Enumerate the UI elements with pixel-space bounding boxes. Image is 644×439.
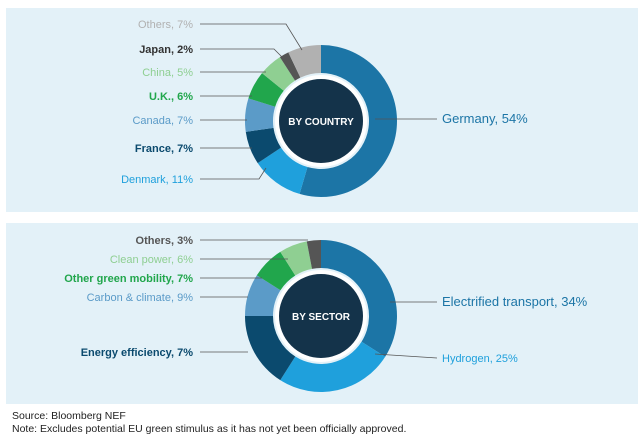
country-slice-1 bbox=[257, 147, 308, 194]
sector-center-circle bbox=[275, 270, 367, 362]
sector-slice-label-0: Electrified transport, 34% bbox=[442, 294, 588, 309]
country-slice-label-1: Denmark, 11% bbox=[121, 174, 193, 186]
sector-slice-label-5: Clean power, 6% bbox=[110, 254, 193, 266]
country-slice-4 bbox=[248, 73, 284, 107]
sector-slice-label-2: Energy efficiency, 7% bbox=[81, 347, 194, 359]
country-slice-label-7: Others, 7% bbox=[138, 19, 193, 31]
sector-slice-5 bbox=[280, 241, 313, 276]
country-slice-7 bbox=[288, 45, 321, 78]
country-slice-2 bbox=[245, 127, 282, 164]
country-slice-3 bbox=[245, 98, 276, 132]
sector-slice-0 bbox=[321, 240, 397, 357]
sector-center-label: BY SECTOR bbox=[292, 312, 351, 323]
country-slice-label-2: France, 7% bbox=[135, 143, 193, 155]
sector-slice-4 bbox=[256, 251, 296, 291]
sector-slice-3 bbox=[245, 275, 281, 316]
source-note: Source: Bloomberg NEF bbox=[12, 410, 126, 422]
sector-slice-label-4: Other green mobility, 7% bbox=[64, 273, 193, 285]
country-slice-label-5: China, 5% bbox=[142, 67, 193, 79]
sector-slice-label-1: Hydrogen, 25% bbox=[442, 353, 518, 365]
country-slice-label-4: U.K., 6% bbox=[149, 91, 193, 103]
sector-leader-line-1 bbox=[374, 353, 438, 359]
country-slice-label-3: Canada, 7% bbox=[132, 115, 193, 127]
country-leader-line-1 bbox=[200, 167, 267, 180]
country-center-circle bbox=[275, 75, 367, 167]
country-leader-line-7 bbox=[200, 23, 303, 51]
sector-slice-2 bbox=[245, 316, 296, 381]
sector-slice-label-3: Carbon & climate, 9% bbox=[87, 292, 194, 304]
country-leader-line-6 bbox=[200, 48, 285, 60]
footnote: Note: Excludes potential EU green stimul… bbox=[12, 423, 407, 435]
country-slice-label-6: Japan, 2% bbox=[139, 44, 193, 56]
country-slice-5 bbox=[262, 57, 296, 91]
sector-slice-label-6: Others, 3% bbox=[136, 235, 194, 247]
country-slice-6 bbox=[279, 52, 301, 81]
country-slice-label-0: Germany, 54% bbox=[442, 111, 528, 126]
country-center-label: BY COUNTRY bbox=[288, 117, 354, 128]
sector-slice-1 bbox=[280, 341, 386, 392]
sector-slice-6 bbox=[306, 240, 321, 269]
country-slice-0 bbox=[299, 45, 397, 197]
